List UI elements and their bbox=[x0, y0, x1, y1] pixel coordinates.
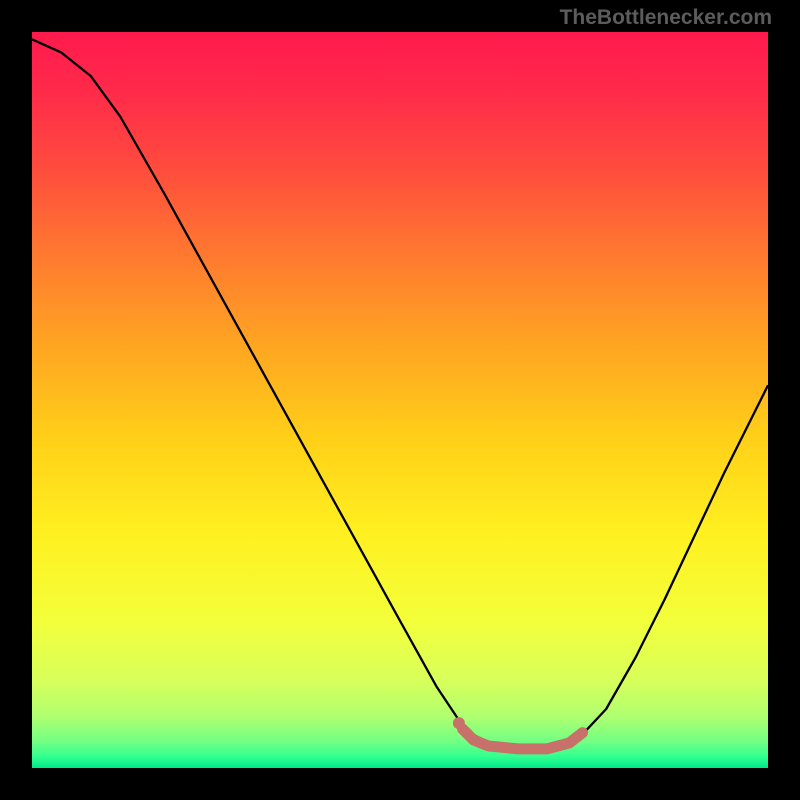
plot-area bbox=[32, 32, 768, 768]
chart-container: TheBottlenecker.com bbox=[0, 0, 800, 800]
highlight-dot bbox=[453, 717, 465, 729]
chart-svg bbox=[32, 32, 768, 768]
gradient-background bbox=[32, 32, 768, 768]
watermark-text: TheBottlenecker.com bbox=[560, 6, 772, 30]
